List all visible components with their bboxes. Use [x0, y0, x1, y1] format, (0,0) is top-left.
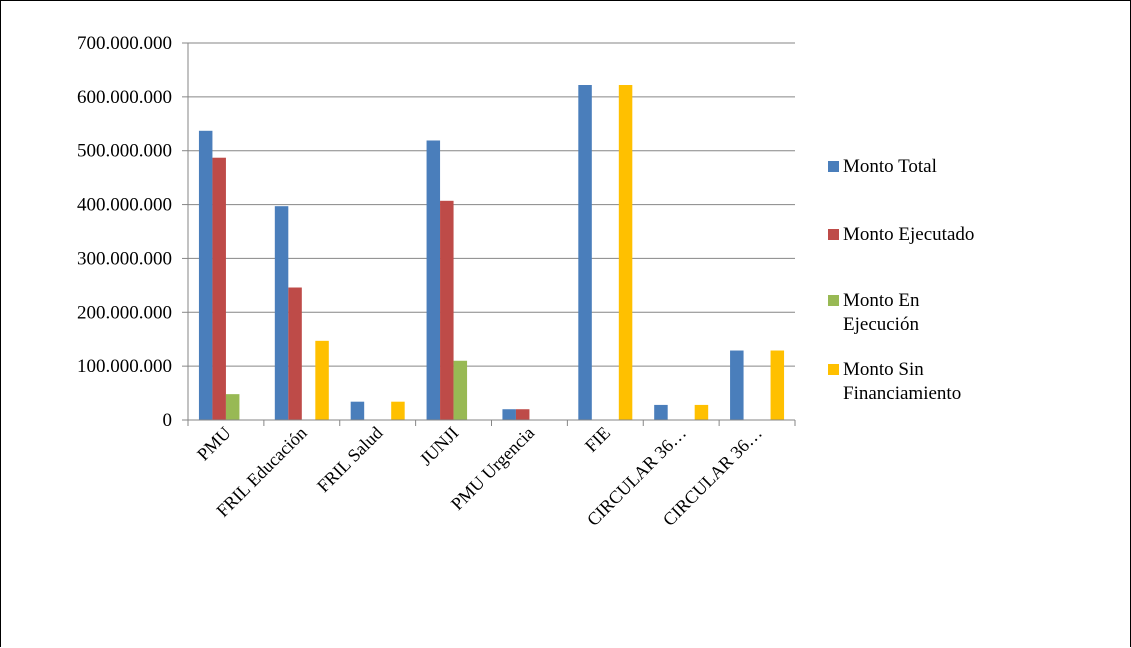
- legend-swatch: [828, 229, 839, 240]
- bar-monto-sin-financiamiento: [391, 401, 405, 420]
- legend: Monto Total Monto Ejecutado Monto En Ejecuc…: [828, 156, 974, 404]
- category-label: FRIL Salud: [313, 423, 386, 496]
- y-axis-tick-labels: 0 100.000.000 200.000.000 300.000.000 400.00…: [77, 33, 172, 431]
- bar-monto-total: [578, 85, 592, 420]
- y-tick-label: 600.000.000: [77, 87, 172, 108]
- bar-monto-ejecutado: [288, 287, 302, 420]
- bar-monto-en-ejecución: [225, 394, 240, 420]
- bar-monto-en-ejecución: [453, 360, 468, 420]
- y-tick-label: 400.000.000: [77, 195, 172, 216]
- bar-monto-ejecutado: [212, 157, 226, 421]
- bar-monto-sin-financiamiento: [618, 85, 633, 420]
- bar-monto-total: [730, 350, 744, 420]
- y-tick-label: 500.000.000: [77, 141, 172, 162]
- legend-label: Ejecución: [843, 314, 919, 335]
- legend-label: Monto Total: [843, 156, 937, 177]
- bar-monto-sin-financiamiento: [694, 404, 709, 420]
- bar-monto-total: [426, 140, 441, 420]
- category-label: FIE: [581, 423, 614, 456]
- legend-swatch: [828, 295, 839, 306]
- legend-label: Monto Ejecutado: [843, 224, 974, 245]
- bar-monto-total: [654, 404, 668, 420]
- legend-swatch: [828, 161, 839, 172]
- legend-label: Monto Sin: [843, 359, 924, 380]
- bar-monto-total: [350, 401, 365, 420]
- legend-swatch: [828, 364, 839, 375]
- bar-monto-ejecutado: [515, 409, 530, 420]
- category-label: PMU: [193, 423, 235, 465]
- bar-monto-total: [198, 130, 213, 420]
- bar-monto-sin-financiamiento: [770, 350, 785, 420]
- bar-monto-sin-financiamiento: [315, 340, 329, 420]
- y-tick-label: 700.000.000: [77, 33, 172, 54]
- y-tick-label: 300.000.000: [77, 248, 172, 269]
- axes: [182, 42, 796, 426]
- y-tick-label: 200.000.000: [77, 302, 172, 323]
- bar-monto-ejecutado: [440, 200, 454, 420]
- bar-monto-total: [274, 206, 289, 420]
- bar-monto-total: [502, 409, 516, 420]
- y-tick-label: 0: [163, 410, 173, 431]
- y-tick-label: 100.000.000: [77, 356, 172, 377]
- legend-label: Financiamiento: [843, 383, 961, 404]
- legend-label: Monto En: [843, 290, 920, 311]
- bars: [198, 85, 785, 421]
- category-label: JUNJI: [416, 423, 463, 470]
